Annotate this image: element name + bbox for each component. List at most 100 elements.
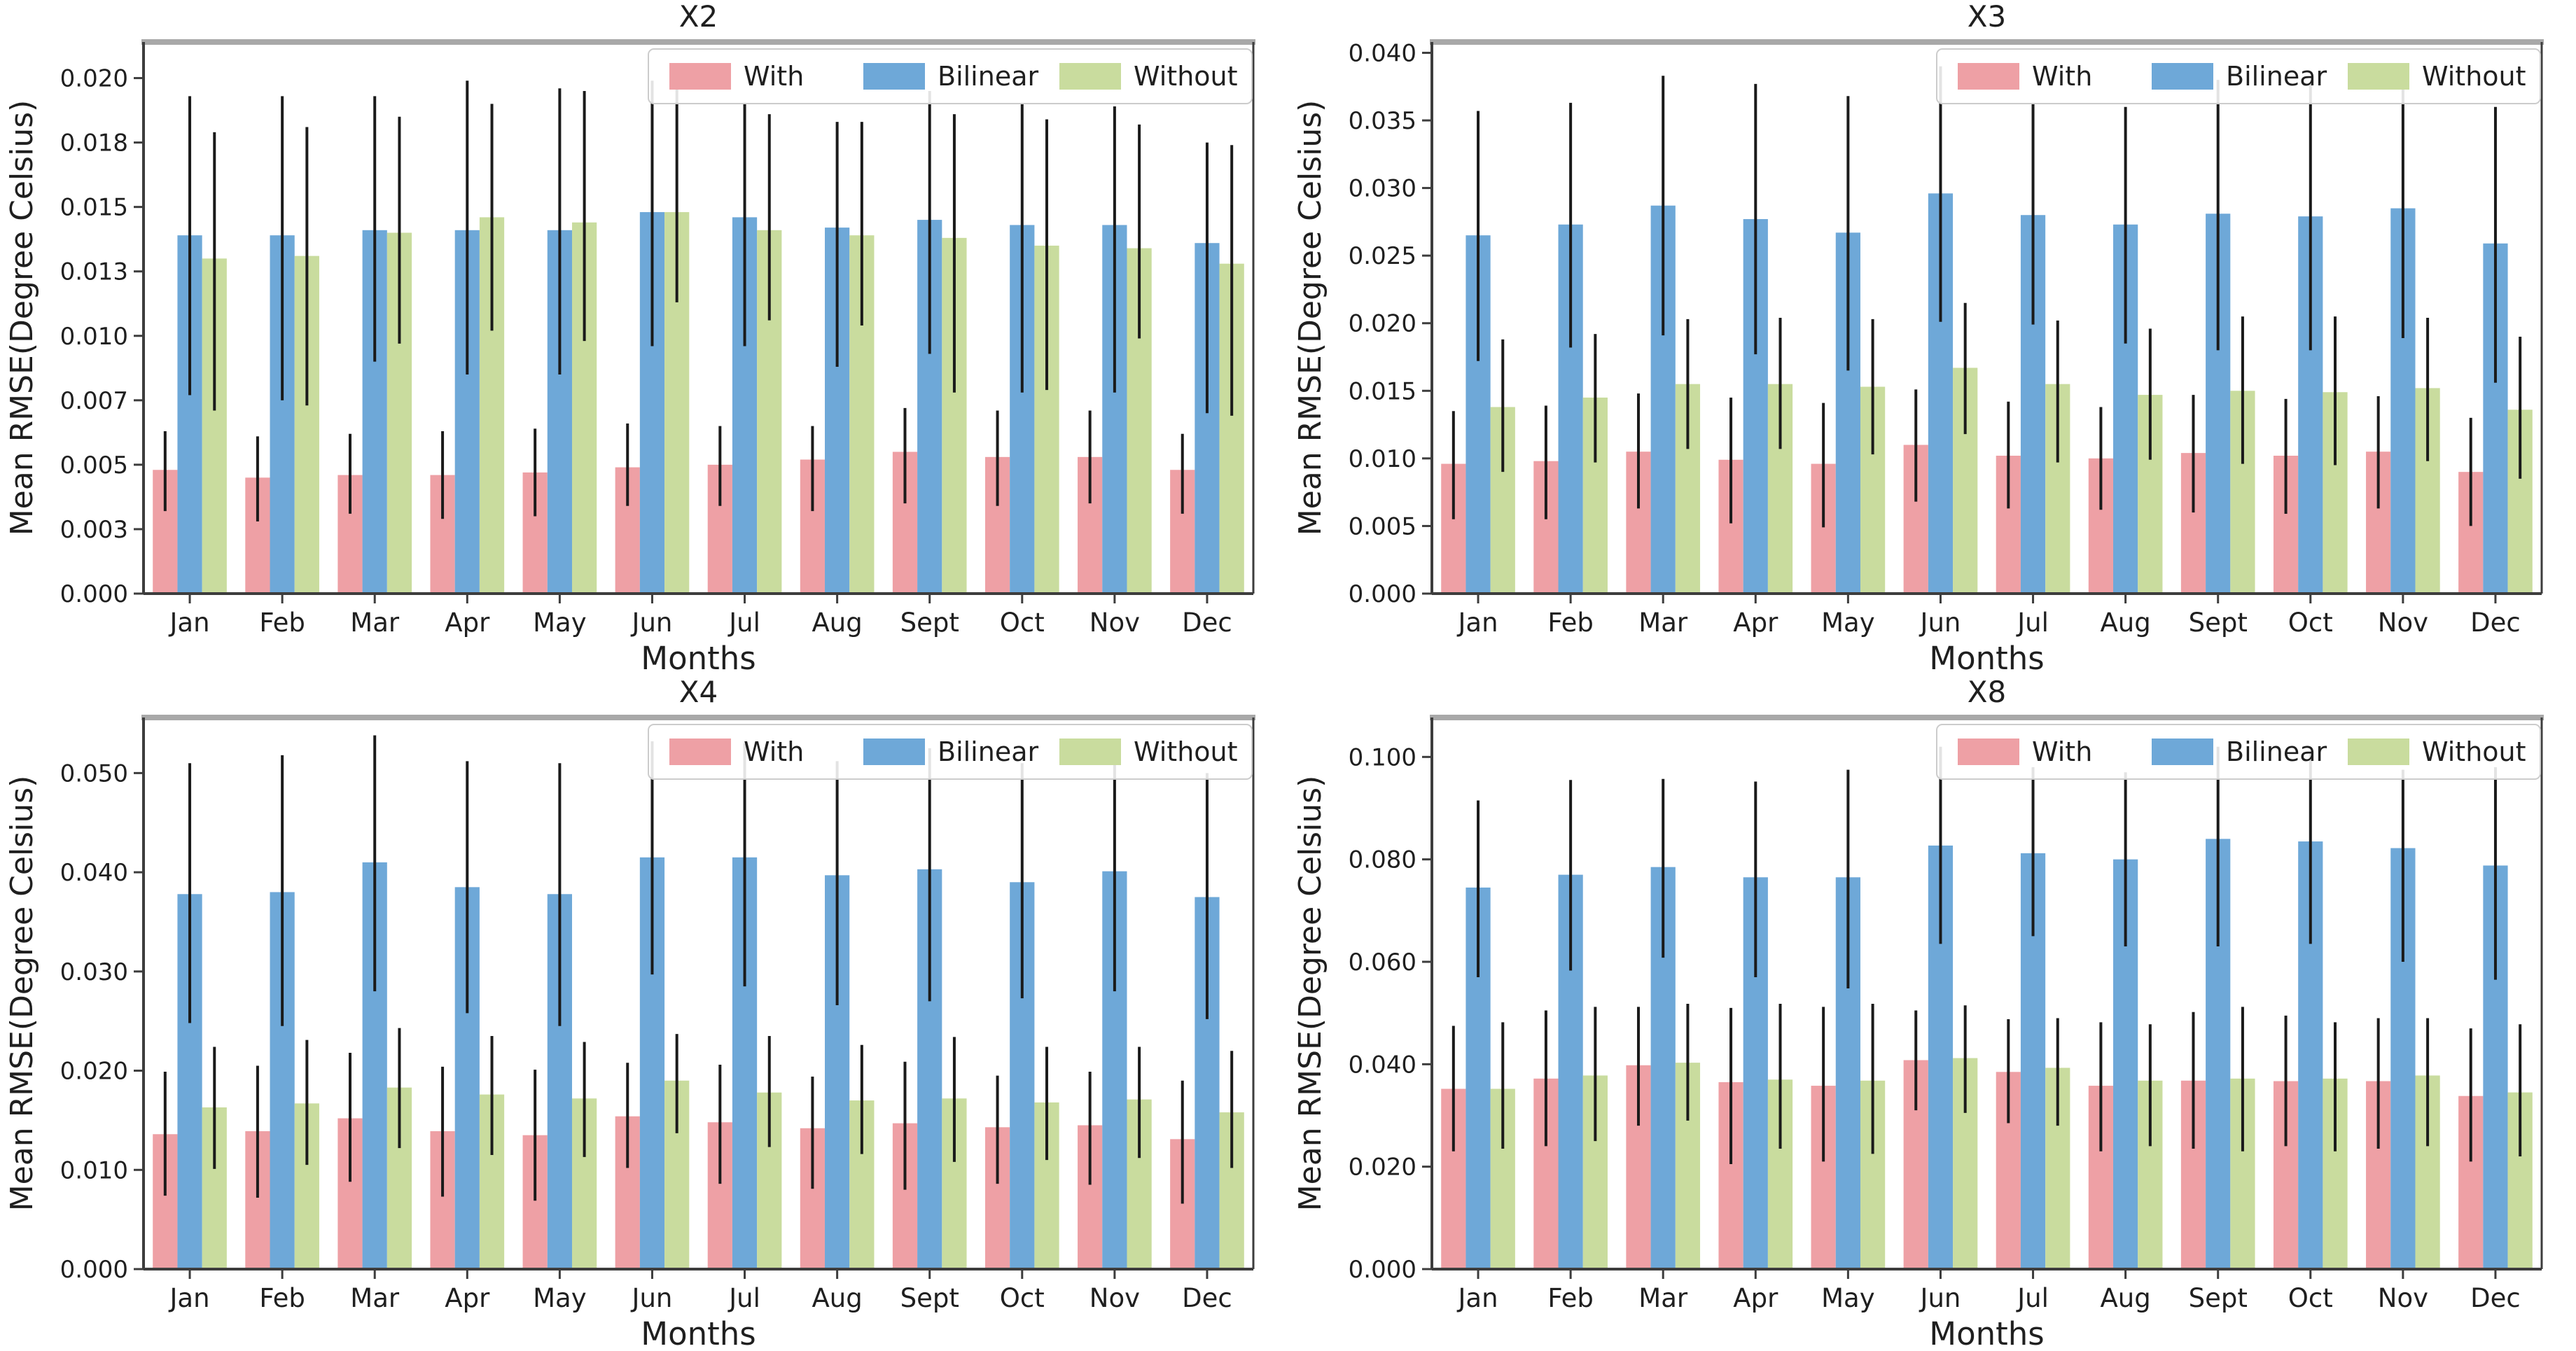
y-tick-label: 0.100 [1349,743,1416,771]
x-tick-label: Mar [350,1283,400,1313]
chart-x2-container: X2 Mean RMSE(Degree Celsius) 0.000 0.003 0.0… [0,0,1288,676]
y-tick-label: 0.020 [1349,310,1416,338]
x-axis-label: Months [641,1315,756,1351]
x-tick-label: Sept [900,1283,959,1313]
x-tick-label: Oct [2288,1283,2333,1313]
x-tick-label: Sept [2189,608,2248,638]
legend-label-bilinear: Bilinear [2226,736,2327,767]
y-tick-label: 0.030 [60,958,128,986]
x-tick-label: Nov [1089,1283,1140,1313]
legend-label-with: With [2032,61,2092,92]
x-tick-label: May [1821,608,1875,638]
chart-title: X3 [1968,0,2007,34]
legend-box [1936,724,2541,780]
legend: With Bilinear Without [648,724,1253,780]
x-tick-label: May [1821,1283,1875,1313]
y-tick-label: 0.000 [60,580,128,608]
legend-swatch-with [1958,63,2019,90]
legend-label-with: With [2032,736,2092,767]
y-axis-label: Mean RMSE(Degree Celsius) [1293,776,1328,1212]
x-tick-label: Feb [259,608,305,638]
x-axis-label: Months [1929,640,2045,676]
legend-label-bilinear: Bilinear [938,61,1038,92]
legend-swatch-bilinear [863,63,925,90]
x-axis-label: Months [641,640,756,676]
legend-swatch-without [1059,738,1121,765]
y-tick-label: 0.060 [1349,948,1416,976]
x-tick-label: Dec [1182,1283,1232,1313]
y-tick-label: 0.080 [1349,846,1416,874]
y-tick-label: 0.010 [60,323,128,351]
y-tick-label: 0.005 [1349,512,1416,540]
y-tick-label: 0.013 [60,258,128,286]
x-tick-label: Aug [2101,1283,2151,1313]
x-tick-label: Jun [1919,1283,1961,1313]
legend-label-with: With [744,61,804,92]
x-tick-label: Jun [1919,608,1961,638]
x-tick-label: Apr [1733,608,1778,638]
x-tick-label: Jan [169,608,210,638]
y-tick-label: 0.040 [1349,1051,1416,1079]
x-tick-label: May [533,608,587,638]
y-tick-label: 0.000 [60,1256,128,1284]
legend-swatch-bilinear [2152,63,2213,90]
x-tick-label: Jun [631,1283,673,1313]
x-tick-label: Jun [631,608,673,638]
y-axis-label: Mean RMSE(Degree Celsius) [1293,100,1328,536]
y-tick-label: 0.018 [60,130,128,158]
chart-title: X2 [679,0,718,34]
x-tick-label: Oct [1000,608,1045,638]
chart-x3: X3 Mean RMSE(Degree Celsius) 0.000 0.005 0.0… [1293,0,2544,676]
y-tick-label: 0.020 [1349,1154,1416,1182]
legend-box [1936,48,2541,104]
x-tick-label: May [533,1283,587,1313]
x-tick-label: Dec [2470,1283,2521,1313]
chart-x4: X4 Mean RMSE(Degree Celsius) 0.000 0.010 0.0… [4,676,1255,1351]
chart-x4-container: X4 Mean RMSE(Degree Celsius) 0.000 0.010 0.0… [0,676,1288,1351]
y-tick-label: 0.000 [1349,580,1416,608]
x-tick-label: Feb [259,1283,305,1313]
y-tick-label: 0.050 [60,760,128,788]
x-tick-label: Apr [445,608,490,638]
y-tick-label: 0.015 [1349,377,1416,405]
x-tick-label: Nov [1089,608,1140,638]
x-tick-label: Jan [169,1283,210,1313]
y-tick-label: 0.010 [1349,445,1416,473]
legend-swatch-without [1059,63,1121,90]
legend-swatch-with [669,63,731,90]
y-tick-label: 0.015 [60,194,128,222]
x-tick-label: Jul [2016,608,2049,638]
x-tick-label: Jul [727,1283,760,1313]
legend: With Bilinear Without [1936,48,2541,104]
y-tick-label: 0.005 [60,451,128,479]
x-tick-label: Oct [1000,1283,1045,1313]
x-tick-label: Sept [2189,1283,2248,1313]
x-tick-label: Mar [1638,608,1688,638]
y-tick-label: 0.025 [1349,242,1416,270]
y-axis-label: Mean RMSE(Degree Celsius) [4,776,40,1212]
x-tick-label: Aug [812,608,863,638]
legend-box [648,724,1253,780]
chart-x8: X8 Mean RMSE(Degree Celsius) 0.000 0.020 0.0… [1293,676,2544,1351]
y-tick-label: 0.007 [60,387,128,415]
legend-label-without: Without [2422,736,2526,767]
x-tick-label: Dec [1182,608,1232,638]
legend: With Bilinear Without [1936,724,2541,780]
y-tick-label: 0.020 [60,65,128,93]
y-tick-label: 0.040 [1349,39,1416,67]
x-tick-label: Jan [1457,1283,1498,1313]
legend-box [648,48,1253,104]
x-tick-label: Nov [2378,608,2428,638]
x-tick-label: Sept [900,608,959,638]
legend-swatch-without [2348,738,2409,765]
legend: With Bilinear Without [648,48,1253,104]
legend-swatch-bilinear [863,738,925,765]
y-tick-label: 0.020 [60,1058,128,1086]
y-tick-label: 0.000 [1349,1256,1416,1284]
legend-label-without: Without [1134,61,1238,92]
x-tick-label: Jan [1457,608,1498,638]
x-tick-label: Oct [2288,608,2333,638]
y-tick-label: 0.010 [60,1156,128,1184]
x-tick-label: Aug [2101,608,2151,638]
